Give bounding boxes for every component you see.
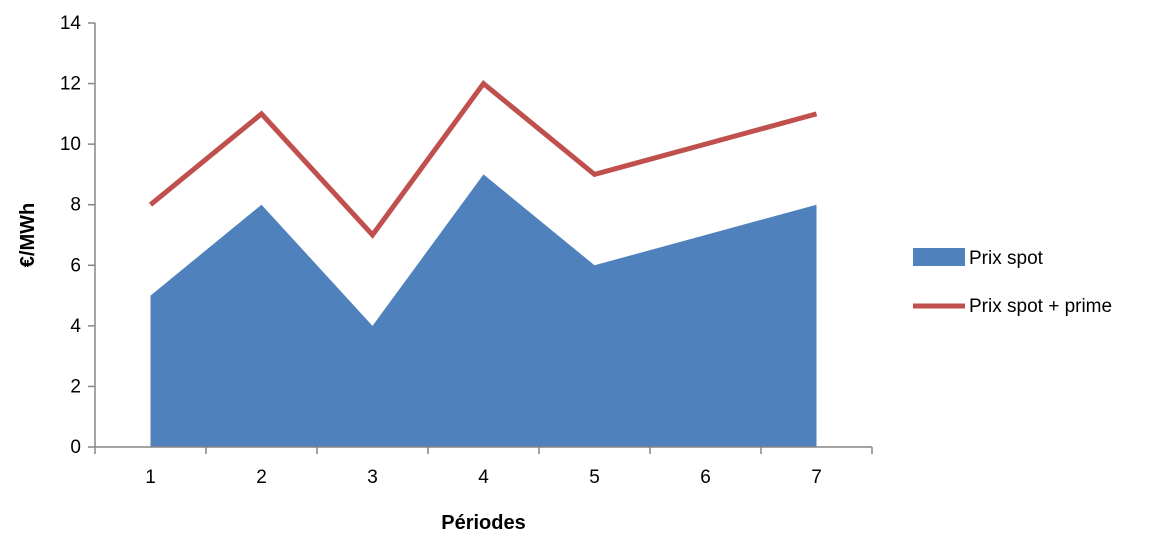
y-tick-label: 4 xyxy=(70,316,81,337)
x-tick-label: 5 xyxy=(589,467,600,488)
x-tick-label: 1 xyxy=(145,467,156,488)
y-ticks: 0 2 4 6 8 10 12 14 xyxy=(60,13,95,458)
y-tick-label: 2 xyxy=(70,376,81,397)
x-ticks: 1 2 3 4 5 6 7 xyxy=(94,447,873,488)
y-tick-label: 14 xyxy=(60,13,82,34)
series-area-group xyxy=(150,174,817,447)
y-tick-label: 12 xyxy=(60,74,81,95)
x-axis-title: Périodes xyxy=(441,512,525,534)
y-tick-label: 10 xyxy=(60,134,81,155)
area-prix-spot xyxy=(150,174,817,447)
x-tick-label: 2 xyxy=(256,467,267,488)
legend-label-prix-spot: Prix spot xyxy=(969,248,1044,269)
x-tick-label: 4 xyxy=(478,467,489,488)
y-tick-label: 8 xyxy=(70,195,81,216)
legend: Prix spot Prix spot + prime xyxy=(913,248,1112,317)
legend-swatch-prix-spot xyxy=(913,248,965,266)
y-tick-label: 6 xyxy=(70,255,81,276)
x-tick-label: 7 xyxy=(811,467,822,488)
legend-label-prix-spot-prime: Prix spot + prime xyxy=(969,296,1112,317)
y-axis-title: €/MWh xyxy=(17,203,39,267)
series-line-group xyxy=(148,79,818,239)
plot-area xyxy=(148,79,818,447)
x-tick-label: 6 xyxy=(700,467,711,488)
y-tick-label: 0 xyxy=(70,437,81,458)
x-tick-label: 3 xyxy=(367,467,378,488)
